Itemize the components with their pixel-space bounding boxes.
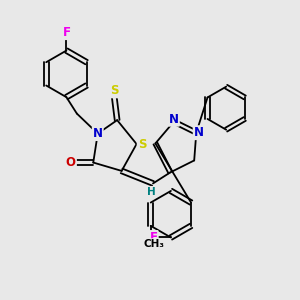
Text: F: F <box>62 26 70 39</box>
Text: S: S <box>110 84 118 98</box>
Text: N: N <box>194 126 204 139</box>
Text: H: H <box>147 187 156 197</box>
Text: O: O <box>66 156 76 169</box>
Text: CH₃: CH₃ <box>144 239 165 249</box>
Text: F: F <box>150 231 158 244</box>
Text: N: N <box>169 113 179 126</box>
Text: S: S <box>138 137 146 151</box>
Text: N: N <box>93 127 103 140</box>
